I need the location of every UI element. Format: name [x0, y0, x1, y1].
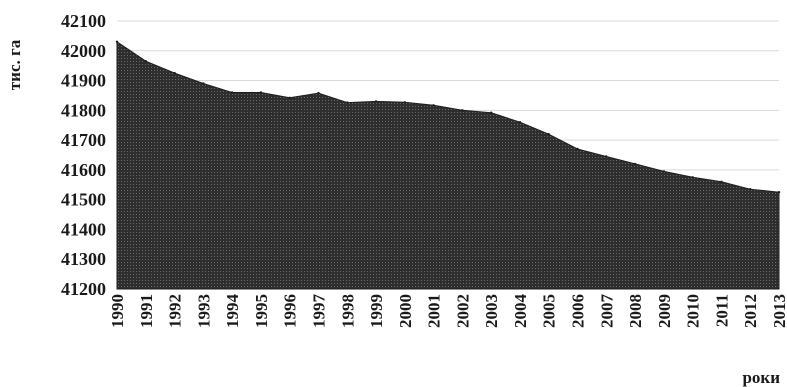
- data-point: [346, 101, 349, 104]
- data-point: [547, 133, 550, 136]
- x-tick-label: 1996: [281, 294, 300, 328]
- area-series: [115, 40, 781, 290]
- data-point: [662, 170, 666, 173]
- y-tick-label: 41200: [61, 279, 106, 299]
- y-tick-label: 41300: [61, 249, 106, 269]
- x-tick-label: 2008: [626, 294, 645, 328]
- data-point: [403, 101, 406, 104]
- data-point: [115, 40, 119, 43]
- data-point: [202, 82, 205, 85]
- data-point: [173, 71, 176, 75]
- data-point: [777, 191, 781, 194]
- y-tick-label: 41600: [61, 160, 106, 180]
- x-tick-label: 2013: [770, 294, 787, 328]
- data-point: [691, 176, 694, 179]
- x-tick-label: 2012: [741, 294, 760, 328]
- y-tick-label: 41900: [61, 71, 106, 91]
- x-tick-label: 1994: [223, 294, 242, 329]
- y-tick-label: 41500: [61, 190, 106, 210]
- data-point: [633, 162, 637, 166]
- data-point: [605, 155, 608, 158]
- x-tick-label: 2007: [597, 294, 616, 329]
- area-series-fill: [116, 40, 780, 290]
- x-tick-label: 2004: [511, 294, 530, 329]
- x-tick-label: 2001: [425, 294, 444, 328]
- x-tick-label: 2009: [655, 294, 674, 328]
- y-tick-label: 42000: [61, 41, 106, 61]
- x-tick-label: 2000: [396, 294, 415, 328]
- x-tick-label: 2010: [684, 294, 703, 328]
- data-point: [259, 91, 263, 94]
- data-point: [374, 100, 378, 103]
- y-tick-label: 41400: [61, 219, 106, 239]
- x-tick-label: 2002: [453, 294, 472, 328]
- x-axis-ticks: 1990 1991 1992 1993 1994 1995 1996 1997 1998 1999…: [108, 294, 787, 329]
- x-tick-label: 1990: [108, 294, 127, 328]
- x-tick-label: 1993: [194, 294, 213, 328]
- data-point: [490, 111, 493, 114]
- y-tick-label: 41800: [61, 100, 106, 120]
- data-point: [288, 96, 291, 100]
- x-tick-label: 1991: [137, 294, 156, 328]
- x-axis-title: роки: [742, 368, 780, 387]
- y-tick-label: 42100: [61, 11, 106, 31]
- x-tick-label: 2005: [540, 294, 559, 328]
- x-tick-label: 1997: [310, 294, 329, 329]
- data-point: [749, 188, 752, 191]
- data-point: [432, 104, 435, 107]
- data-point: [576, 147, 579, 151]
- data-point: [144, 60, 147, 63]
- x-tick-label: 2003: [482, 294, 501, 328]
- x-tick-label: 1995: [252, 294, 271, 328]
- x-tick-label: 1998: [338, 294, 357, 328]
- y-axis-ticks: 41200 41300 41400 41500 41600 41700 41800 41900…: [61, 11, 106, 299]
- x-tick-label: 1999: [367, 294, 386, 328]
- x-tick-label: 2011: [712, 294, 731, 327]
- x-tick-label: 2006: [569, 294, 588, 328]
- x-tick-label: 1992: [166, 294, 185, 328]
- data-point: [461, 109, 464, 112]
- data-point: [720, 180, 723, 183]
- y-tick-label: 41700: [61, 130, 106, 150]
- data-point: [518, 121, 522, 124]
- data-point: [317, 91, 320, 95]
- data-point: [230, 91, 234, 94]
- y-axis-title: тис. га: [5, 39, 24, 90]
